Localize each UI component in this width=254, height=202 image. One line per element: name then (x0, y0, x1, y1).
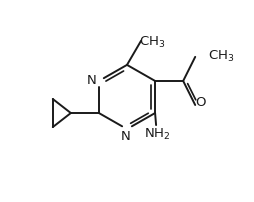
Text: CH$_3$: CH$_3$ (208, 49, 235, 64)
Text: N: N (86, 75, 96, 87)
Text: NH$_2$: NH$_2$ (144, 126, 170, 142)
Text: O: O (195, 96, 205, 108)
Text: CH$_3$: CH$_3$ (139, 35, 165, 50)
Text: N: N (121, 130, 131, 143)
